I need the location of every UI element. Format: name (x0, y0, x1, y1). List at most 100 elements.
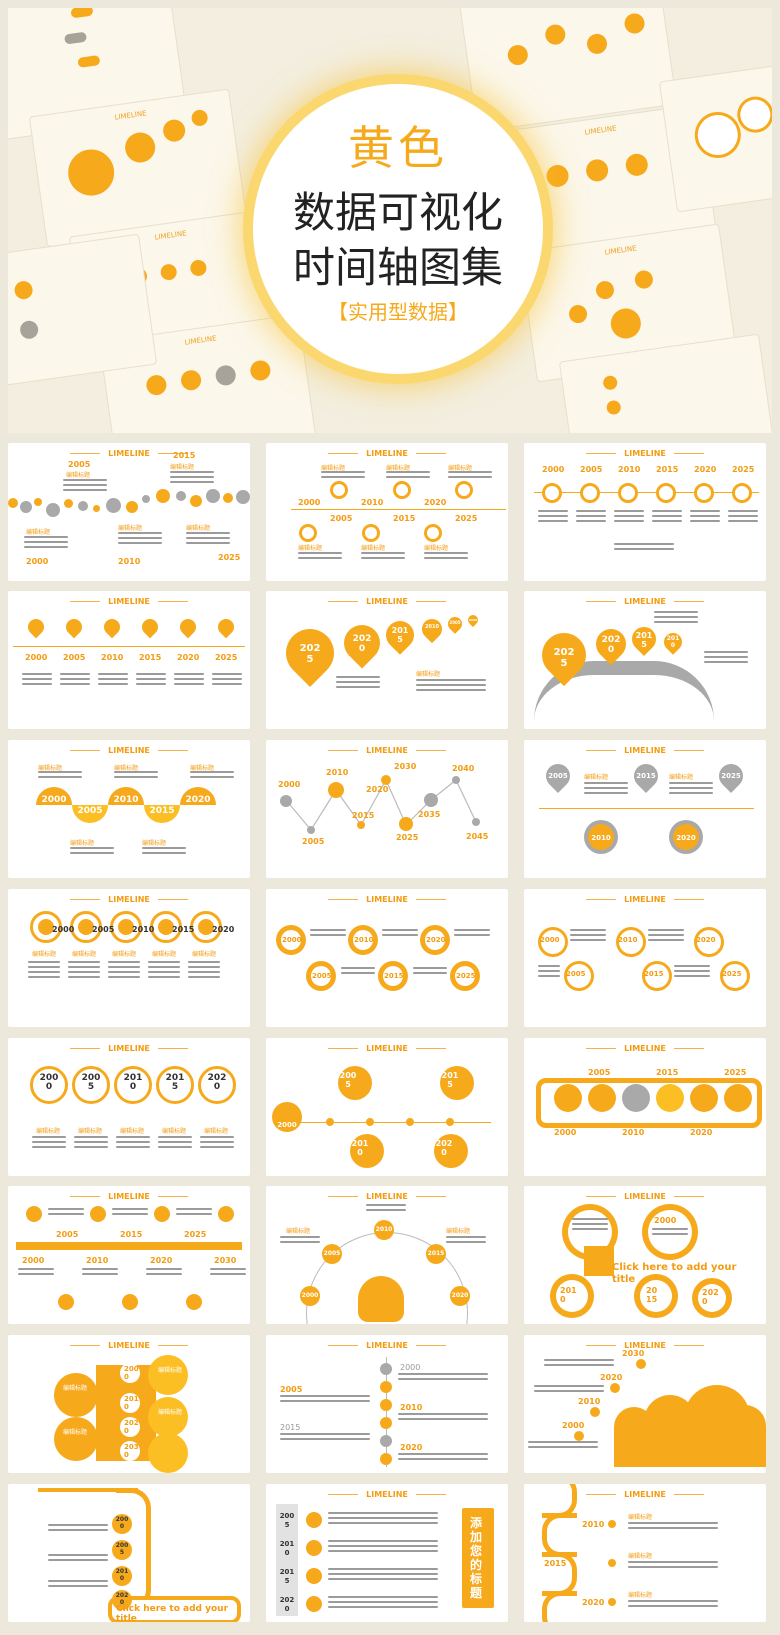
preview-dot (63, 31, 88, 45)
decorative-shape (276, 1504, 298, 1616)
timeline-node (306, 1512, 322, 1528)
year-label: 2000 (400, 1363, 421, 1372)
placeholder-text-line (336, 676, 380, 678)
slide-20[interactable]: LIMELINE 2000 2005 2010 2015 2020 (266, 1335, 508, 1473)
slide-title: LIMELINE (266, 895, 508, 904)
slide-22[interactable]: 200 0 200 5 201 0 202 0 Click here to ad… (8, 1484, 250, 1622)
slide-10[interactable]: LIMELINE 2000 2005 2010 2015 2020 编辑标题 编… (8, 889, 250, 1027)
year-label: 2005 (280, 1385, 303, 1394)
year-label: 200 5 (339, 1071, 357, 1089)
placeholder-text-line (186, 537, 230, 539)
year-label: 2020 (177, 653, 200, 662)
heading: 编辑标题 (448, 465, 473, 472)
slide-19[interactable]: LIMELINE 200 0 201 0 202 0 203 0 编辑标题 编辑… (8, 1335, 250, 1473)
slide-18[interactable]: LIMELINE 2000 Click here to add your tit… (524, 1186, 766, 1324)
slide-13[interactable]: LIMELINE 200 0 200 5 201 0 201 5 202 0 编… (8, 1038, 250, 1176)
timeline-node (450, 1286, 470, 1306)
placeholder-text-line (614, 543, 674, 545)
timeline-node (206, 489, 220, 503)
slide-1[interactable]: LIMELINE 2005 2015 编辑标题 编辑标题 编辑标题 编辑标题 编… (8, 443, 250, 581)
timeline-node (106, 498, 121, 513)
timeline-node (455, 481, 473, 499)
text-block (146, 1268, 182, 1278)
slide-6[interactable]: LIMELINE 202 5 202 0 201 5 201 0 (524, 591, 766, 729)
year-label: 2020 (212, 925, 235, 934)
timeline-line (539, 808, 754, 809)
placeholder-text-line (70, 852, 114, 854)
text-block (704, 651, 748, 666)
slide-3[interactable]: LIMELINE 2000 2005 2010 2015 2020 2025 (524, 443, 766, 581)
text-block (366, 1204, 406, 1214)
slide-8[interactable]: LIMELINE 2000 2005 2010 2015 2020 2025 2… (266, 740, 508, 878)
placeholder-text-line (570, 929, 606, 931)
year-label: 2000 (301, 1292, 319, 1299)
map-pin-icon (100, 615, 124, 639)
year-label: 2010 (582, 1520, 605, 1529)
placeholder-text-line (108, 961, 140, 963)
year-label: 2010 (425, 624, 439, 630)
placeholder-text-line (158, 1136, 192, 1138)
slide-title: LIMELINE (8, 895, 250, 904)
year-label: 2010 (400, 1403, 423, 1412)
placeholder-text-line (328, 1540, 438, 1542)
text-block (528, 1441, 598, 1451)
placeholder-text-line (674, 975, 710, 977)
preview-dot (624, 152, 650, 178)
placeholder-text-line (68, 976, 100, 978)
slide-12[interactable]: LIMELINE 2000 2005 2010 2015 2020 2025 (524, 889, 766, 1027)
preview-dot (605, 399, 622, 416)
slide-7[interactable]: LIMELINE 编辑标题 编辑标题 编辑标题 2000 2005 2010 2… (8, 740, 250, 878)
heading: 编辑标题 (669, 774, 694, 781)
timeline-node (618, 483, 638, 503)
text-block (652, 510, 682, 525)
timeline-node (58, 1294, 74, 1310)
slide-5[interactable]: LIMELINE 202 5 202 0 201 5 2010 2005 200… (266, 591, 508, 729)
timeline-line (13, 646, 245, 647)
year-label: 2000 (554, 1128, 577, 1137)
slide-15[interactable]: LIMELINE 2005 2015 2025 2000 2010 2020 (524, 1038, 766, 1176)
timeline-node (406, 1118, 414, 1126)
heading: 编辑标题 (114, 765, 139, 772)
slide-4[interactable]: LIMELINE 2000 2005 2010 2015 2020 2025 (8, 591, 250, 729)
text-block (328, 1512, 438, 1527)
cta-title[interactable]: Click here to add your title (116, 1604, 229, 1622)
text-block (728, 510, 758, 525)
slide-24[interactable]: LIMELINE 2010 2015 2020 编辑标题 编辑标题 编辑标题 (524, 1484, 766, 1622)
slide-2[interactable]: LIMELINE 编辑标题 编辑标题 编辑标题 2000 2010 2020 2… (266, 443, 508, 581)
text-block (382, 929, 418, 939)
year-label: 2005 (449, 620, 461, 625)
text-block (544, 1359, 614, 1369)
timeline-node (328, 782, 344, 798)
timeline-node (300, 1286, 320, 1306)
timeline-node (223, 493, 233, 503)
text-block (572, 1218, 608, 1233)
slide-14[interactable]: LIMELINE 2000 200 5 201 5 201 0 202 0 (266, 1038, 508, 1176)
timeline-node (426, 1244, 446, 1264)
cta-title[interactable]: Click here to add your title (612, 1262, 737, 1285)
timeline-node (608, 1559, 616, 1567)
placeholder-text-line (210, 1273, 246, 1275)
timeline-node (299, 524, 317, 542)
vertical-title[interactable]: 添加您的标题 (470, 1516, 483, 1600)
year-label: 2025 (396, 833, 419, 842)
placeholder-text-line (22, 673, 52, 675)
year-label: 2025 (732, 465, 755, 474)
slide-17[interactable]: LIMELINE 2010 2005 2015 2000 2020 编辑标题 编… (266, 1186, 508, 1324)
hero-tag: 【实用型数据】 (328, 300, 468, 324)
text-block (280, 1395, 370, 1405)
slide-21[interactable]: LIMELINE 2030 2020 2010 2000 (524, 1335, 766, 1473)
slide-11[interactable]: LIMELINE 2000 2005 2010 2015 2020 2025 (266, 889, 508, 1027)
slide-title: LIMELINE (524, 895, 766, 904)
timeline-node (64, 499, 73, 508)
placeholder-text-line (112, 1208, 148, 1210)
placeholder-text-line (652, 1228, 688, 1230)
timeline-node (38, 919, 54, 935)
slide-16[interactable]: LIMELINE 2005 2015 2025 2000 2010 2020 2… (8, 1186, 250, 1324)
slide-23[interactable]: LIMELINE 200 5 201 0 201 5 202 0 添加您的标题 (266, 1484, 508, 1622)
timeline-node (642, 961, 672, 991)
slide-9[interactable]: LIMELINE 2005 2015 2025 2010 2020 编辑标题 编… (524, 740, 766, 878)
placeholder-text-line (628, 1600, 718, 1602)
placeholder-text-line (382, 934, 418, 936)
text-block (212, 673, 242, 688)
text-block (148, 961, 180, 981)
